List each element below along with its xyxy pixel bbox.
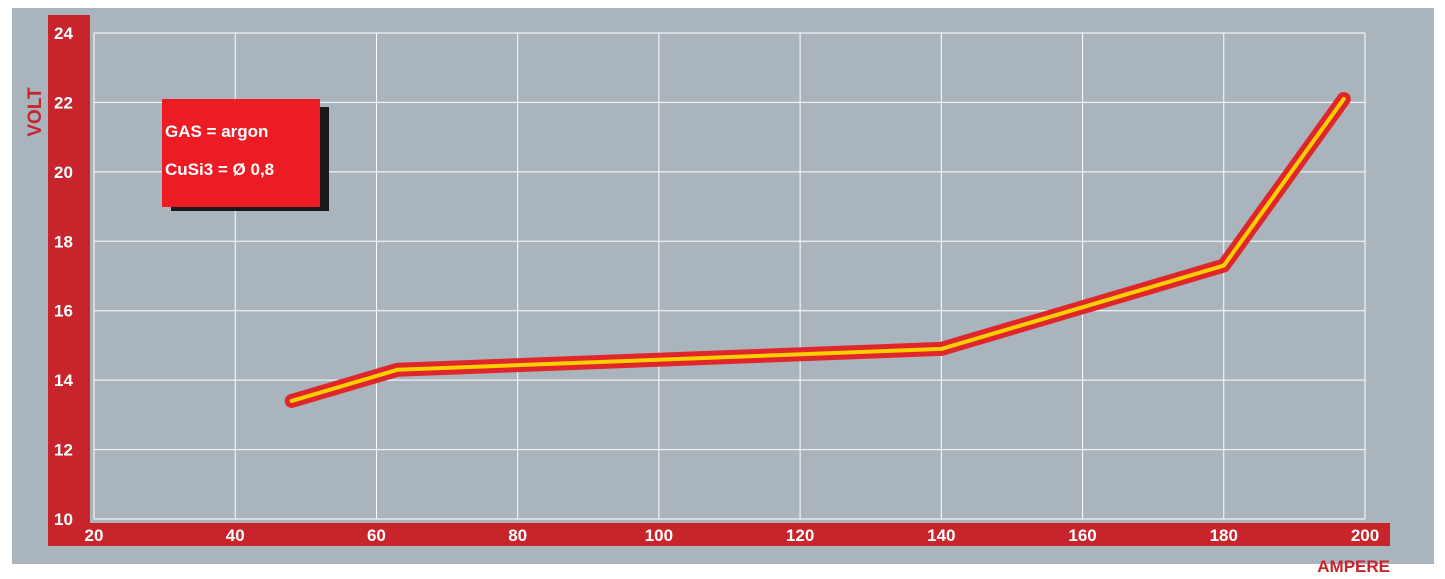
y-tick-label: 10 xyxy=(54,510,73,529)
y-tick-label: 16 xyxy=(54,302,73,321)
y-tick-label: 14 xyxy=(54,371,73,390)
x-tick-label: 100 xyxy=(645,526,673,545)
x-tick-label: 140 xyxy=(927,526,955,545)
legend-box-background xyxy=(162,99,320,207)
x-tick-label: 200 xyxy=(1351,526,1379,545)
x-tick-label: 20 xyxy=(85,526,104,545)
x-axis-bar xyxy=(48,523,1390,546)
x-tick-label: 80 xyxy=(508,526,527,545)
legend-box-line-1: GAS = argon xyxy=(165,122,268,141)
y-tick-label: 22 xyxy=(54,93,73,112)
x-tick-label: 180 xyxy=(1210,526,1238,545)
x-tick-label: 60 xyxy=(367,526,386,545)
y-tick-label: 18 xyxy=(54,232,73,251)
y-tick-label: 24 xyxy=(54,24,73,43)
y-axis-label: VOLT xyxy=(25,87,46,137)
x-axis-label: AMPERE xyxy=(1317,557,1390,574)
y-tick-label: 20 xyxy=(54,163,73,182)
plot-background xyxy=(12,8,1434,564)
legend-box-line-2: CuSi3 = Ø 0,8 xyxy=(165,160,274,179)
y-tick-label: 12 xyxy=(54,441,73,460)
x-tick-label: 160 xyxy=(1068,526,1096,545)
legend-box: GAS = argon CuSi3 = Ø 0,8 xyxy=(162,99,329,211)
x-tick-label: 120 xyxy=(786,526,814,545)
x-tick-label: 40 xyxy=(226,526,245,545)
